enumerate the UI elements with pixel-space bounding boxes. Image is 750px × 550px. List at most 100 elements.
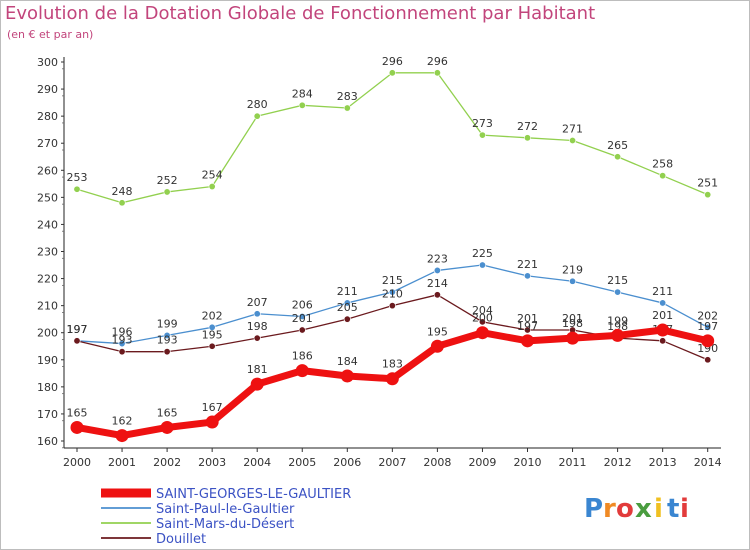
data-point (478, 131, 486, 139)
data-label: 253 (67, 171, 88, 184)
x-tick-label: 2007 (378, 456, 406, 469)
legend-label: SAINT-GEORGES-LE-GAULTIER (156, 487, 351, 502)
data-label: 202 (202, 309, 223, 322)
data-point (343, 104, 351, 112)
data-point (388, 288, 396, 296)
data-point (253, 334, 261, 342)
y-tick-label: 270 (37, 137, 58, 150)
data-point (118, 348, 126, 356)
y-tick-label: 200 (37, 327, 58, 340)
data-point (343, 315, 351, 323)
legend-label: Saint-Mars-du-Désert (156, 517, 294, 532)
data-point (208, 183, 216, 191)
data-label: 280 (247, 98, 268, 111)
data-label: 181 (247, 363, 268, 376)
data-point (253, 310, 261, 318)
data-label: 201 (652, 309, 673, 322)
data-point (704, 191, 712, 199)
data-point (73, 337, 81, 345)
x-tick-label: 2005 (288, 456, 316, 469)
data-point (523, 272, 531, 280)
data-label: 225 (472, 247, 493, 260)
data-point (118, 340, 126, 348)
data-label: 165 (157, 406, 178, 419)
data-label: 258 (652, 158, 673, 171)
data-label: 215 (382, 274, 403, 287)
chart-subtitle: (en € et par an) (7, 28, 94, 41)
legend-label: Saint-Paul-le-Gaultier (156, 502, 295, 517)
data-point (433, 291, 441, 299)
y-tick-label: 290 (37, 83, 58, 96)
data-label: 254 (202, 169, 223, 182)
y-tick-label: 180 (37, 381, 58, 394)
logo-letter: x (635, 494, 652, 524)
data-point (704, 356, 712, 364)
data-label: 215 (607, 274, 628, 287)
data-point (115, 429, 129, 443)
logo-letter: o (616, 494, 634, 524)
data-label: 198 (607, 320, 628, 333)
logo-letter: i (654, 494, 663, 524)
data-point (340, 369, 354, 383)
x-tick-label: 2008 (423, 456, 451, 469)
data-point (343, 299, 351, 307)
data-point (475, 326, 489, 340)
series-saint-mars-du-desert: 253 248 252 254 280 284 283 296 296 273 272 271 265 2… (67, 55, 718, 207)
data-point (298, 101, 306, 109)
x-tick-label: 2013 (649, 456, 677, 469)
data-label: 186 (292, 350, 313, 363)
x-tick-label: 2012 (604, 456, 632, 469)
data-point (253, 112, 261, 120)
y-tick-label: 230 (37, 246, 58, 259)
data-point (388, 69, 396, 77)
data-point (523, 326, 531, 334)
data-label: 211 (337, 285, 358, 298)
data-label: 271 (562, 123, 583, 136)
data-point (163, 348, 171, 356)
data-point (614, 153, 622, 161)
data-label: 219 (562, 263, 583, 276)
y-tick-label: 220 (37, 273, 58, 286)
data-point (163, 331, 171, 339)
data-point (73, 185, 81, 193)
data-label: 251 (697, 177, 718, 190)
data-label: 201 (562, 312, 583, 325)
data-label: 196 (112, 326, 133, 339)
x-tick-label: 2002 (153, 456, 181, 469)
y-tick-label: 170 (37, 408, 58, 421)
data-point (208, 323, 216, 331)
data-label: 265 (607, 139, 628, 152)
data-label: 223 (427, 252, 448, 265)
data-label: 252 (157, 174, 178, 187)
data-label: 197 (517, 320, 538, 333)
data-point (569, 137, 577, 145)
x-tick-label: 2000 (63, 456, 91, 469)
data-label: 214 (427, 277, 448, 290)
data-label: 201 (517, 312, 538, 325)
data-point (385, 372, 399, 386)
data-label: 183 (382, 358, 403, 371)
data-label: 200 (472, 312, 493, 325)
data-point (478, 261, 486, 269)
data-point (704, 323, 712, 331)
data-point (430, 339, 444, 353)
data-label: 190 (697, 342, 718, 355)
data-label: 195 (202, 328, 223, 341)
data-point (659, 299, 667, 307)
data-label: 162 (112, 415, 133, 428)
data-point (205, 415, 219, 429)
y-tick-label: 280 (37, 110, 58, 123)
y-tick-label: 300 (37, 56, 58, 69)
data-point (656, 323, 670, 337)
data-label: 197 (67, 323, 88, 336)
data-point (659, 337, 667, 345)
data-label: 204 (472, 304, 493, 317)
x-tick-label: 2006 (333, 456, 361, 469)
data-label: 284 (292, 87, 313, 100)
data-label: 167 (202, 401, 223, 414)
data-point (388, 302, 396, 310)
data-label: 193 (157, 334, 178, 347)
logo-letter: r (603, 494, 616, 524)
